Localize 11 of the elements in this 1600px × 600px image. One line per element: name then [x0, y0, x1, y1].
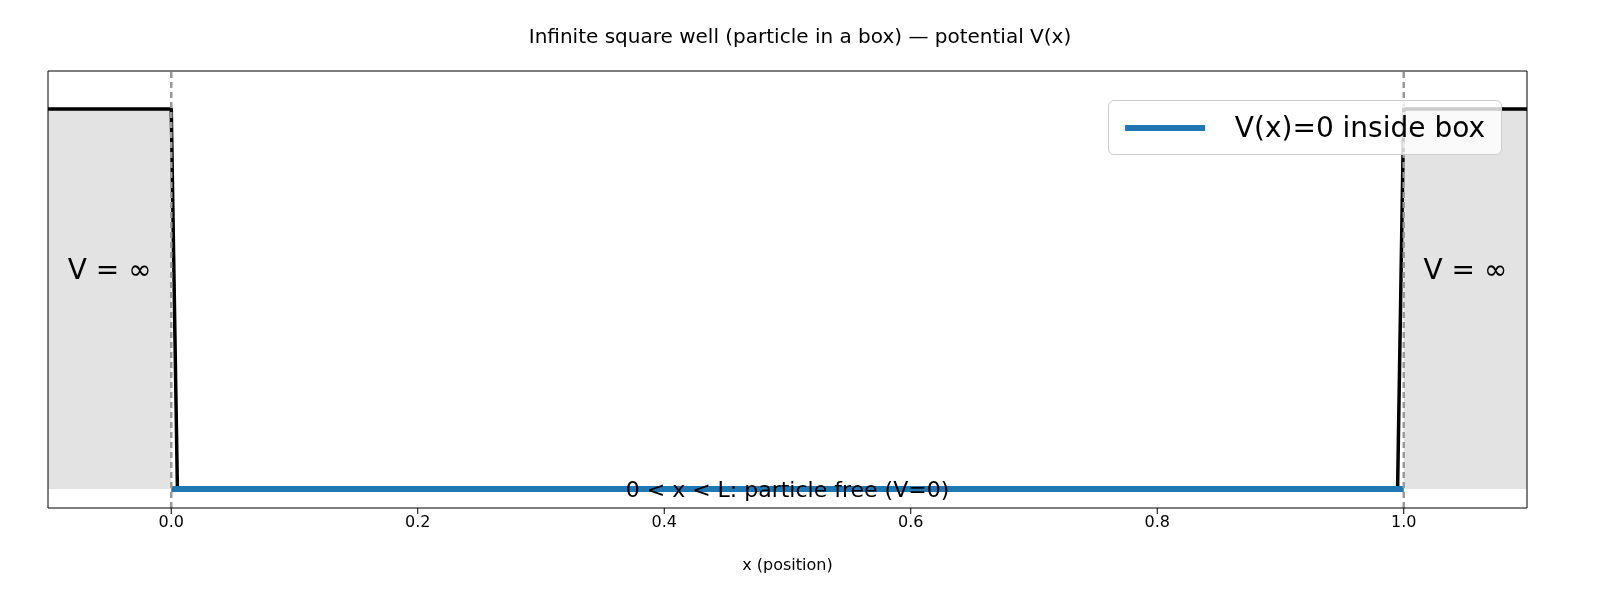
annotation: V = ∞	[1423, 252, 1508, 286]
x-tick-label: 1.0	[1391, 512, 1417, 532]
x-tick-label: 0.8	[1144, 512, 1170, 532]
x-tick-label: 0.6	[898, 512, 924, 532]
x-axis-title: x (position)	[742, 555, 833, 574]
chart-title: Infinite square well (particle in a box) — potential V(x)	[527, 23, 1073, 50]
annotation: V = ∞	[67, 252, 152, 286]
x-tick-label: 0.2	[405, 512, 431, 532]
legend-label: V(x)=0 inside box	[1234, 111, 1485, 144]
x-tick-label: 0.0	[158, 512, 184, 532]
x-tick-label: 0.4	[651, 512, 677, 532]
